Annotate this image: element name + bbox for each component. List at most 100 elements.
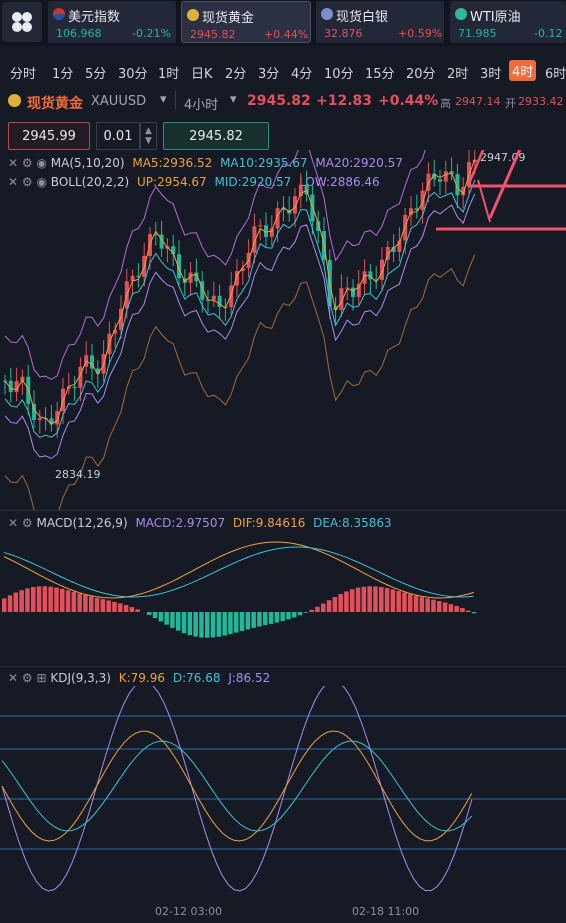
candle-body <box>333 306 338 310</box>
macd-label: MACD(12,26,9) <box>36 516 128 530</box>
tab-interval-6h[interactable]: 6时 <box>545 67 566 82</box>
candle-body <box>403 214 408 241</box>
lots-input[interactable]: 0.01 <box>96 122 140 150</box>
gear-icon[interactable]: ⚙ <box>21 175 33 189</box>
macd-bar <box>65 590 71 612</box>
tab-interval-30m[interactable]: 30分 <box>118 67 148 82</box>
macd-bar <box>19 590 24 612</box>
boll-label: BOLL(20,2,2) <box>50 175 130 189</box>
ma-legend: ✕ ⚙ ◉ MA(5,10,20) MA5:2936.52 MA10:2935.… <box>8 156 403 170</box>
candle-body <box>298 184 303 197</box>
tab-interval-15m[interactable]: 15分 <box>365 67 395 82</box>
ticker-change: +0.44% <box>264 28 309 41</box>
gear-icon[interactable]: ⚙ <box>21 516 33 530</box>
divider <box>0 510 566 511</box>
candle-body <box>8 380 13 393</box>
candlestick-chart[interactable]: 2947.09 2834.19 <box>0 150 566 510</box>
buy-price-button[interactable]: 2945.82 <box>163 122 269 150</box>
tab-interval-1h[interactable]: 1时 <box>158 67 180 82</box>
ticker-change: +0.59% <box>398 27 443 40</box>
close-icon[interactable]: ✕ <box>8 671 19 685</box>
macd-bar <box>367 586 372 612</box>
macd-bar <box>326 600 332 612</box>
period-selector[interactable]: 4小时 <box>184 98 219 113</box>
macd-bar <box>228 612 233 635</box>
lots-stepper[interactable]: ▲ ▼ <box>140 122 157 150</box>
tab-interval-20m[interactable]: 20分 <box>406 67 436 82</box>
candle-body <box>188 272 193 283</box>
macd-bar <box>118 603 123 612</box>
tab-interval-4m[interactable]: 4分 <box>291 67 313 82</box>
chevron-down-icon[interactable]: ▾ <box>160 92 167 107</box>
macd-bar <box>216 612 222 637</box>
macd-bar <box>332 597 338 612</box>
ticker-name: 现货白银 <box>336 10 389 25</box>
tab-interval-5m[interactable]: 5分 <box>85 67 107 82</box>
symbol-name[interactable]: 现货黄金 <box>27 96 83 112</box>
candle-body <box>293 196 297 214</box>
k-line <box>1 730 473 842</box>
macd-chart[interactable] <box>0 530 566 666</box>
symbol-code: XAUUSD <box>91 94 147 109</box>
annot-arrow-3 <box>477 179 491 223</box>
time-axis: 02-12 03:00 02-18 11:00 <box>0 900 566 923</box>
close-icon[interactable]: ✕ <box>8 156 19 170</box>
open-label: 开 <box>505 97 516 110</box>
ticker-usd-index[interactable]: 美元指数 106.968 -0.21% <box>48 1 176 43</box>
candle-body <box>414 208 419 211</box>
macd-bar <box>2 598 7 612</box>
d-value: D:76.68 <box>172 671 221 685</box>
chevron-down-icon[interactable]: ▾ <box>230 92 237 107</box>
tab-interval-4h[interactable]: 4时 <box>509 60 537 81</box>
macd-bar <box>408 594 413 612</box>
tab-interval-3m[interactable]: 3分 <box>258 67 280 82</box>
gear-icon[interactable]: ⚙ <box>21 671 33 685</box>
macd-bar <box>187 612 193 636</box>
macd-bar <box>100 599 106 612</box>
candle-body <box>438 179 442 182</box>
candle-body <box>269 228 274 237</box>
candle-body <box>304 184 309 195</box>
chevron-down-icon[interactable]: ▼ <box>145 136 152 146</box>
tab-interval-10m[interactable]: 10分 <box>324 67 354 82</box>
macd-bar <box>361 586 367 612</box>
symbol-bar: 现货黄金 XAUUSD ▾ 4小时 ▾ 2945.82 +12.83 +0.44… <box>0 88 566 116</box>
ma10-value: MA10:2935.67 <box>220 156 308 170</box>
tab-interval-1m[interactable]: 1分 <box>52 67 74 82</box>
ticker-spot-silver[interactable]: 现货白银 32.876 +0.59% <box>316 1 444 43</box>
chevron-up-icon[interactable]: ▲ <box>145 126 152 136</box>
kdj-legend: ✕ ⚙ ⊞ KDJ(9,3,3) K:79.96 D:76.68 J:86.52 <box>8 671 270 685</box>
candle-body <box>316 221 321 231</box>
ticker-wti-oil[interactable]: WTI原油 71.985 -0.12 <box>450 1 566 43</box>
ticker-change: -0.12 <box>534 27 563 40</box>
tab-interval-day[interactable]: 日K <box>191 67 213 82</box>
macd-bar <box>257 612 262 627</box>
macd-bar <box>7 595 13 612</box>
fullscreen-icon[interactable]: ⊞ <box>36 671 47 685</box>
gear-icon[interactable]: ⚙ <box>21 156 33 170</box>
close-icon[interactable]: ✕ <box>8 175 19 189</box>
annotation-drawing[interactable] <box>436 150 566 231</box>
k-value: K:79.96 <box>118 671 166 685</box>
candle-body <box>275 208 280 229</box>
macd-bar <box>460 608 465 612</box>
eye-icon[interactable]: ◉ <box>36 156 47 170</box>
macd-bar <box>344 591 349 612</box>
kdj-chart[interactable] <box>0 686 566 900</box>
macd-bar <box>448 604 454 612</box>
ticker-bar: 美元指数 106.968 -0.21% 现货黄金 2945.82 +0.44% … <box>0 0 566 46</box>
ticker-spot-gold[interactable]: 现货黄金 2945.82 +0.44% <box>181 1 311 43</box>
tab-interval-timeshare[interactable]: 分时 <box>10 67 37 82</box>
dea-value: DEA:8.35863 <box>313 516 392 530</box>
tab-interval-3h[interactable]: 3时 <box>480 67 502 82</box>
app-menu-button[interactable] <box>2 2 42 42</box>
sell-price-button[interactable]: 2945.99 <box>8 122 90 150</box>
candle-body <box>113 329 118 334</box>
close-icon[interactable]: ✕ <box>8 516 19 530</box>
eye-icon[interactable]: ◉ <box>36 175 47 189</box>
tab-interval-2m[interactable]: 2分 <box>225 67 247 82</box>
macd-bar <box>338 594 343 612</box>
macd-bar <box>384 588 390 612</box>
candle-body <box>95 368 100 374</box>
tab-interval-2h[interactable]: 2时 <box>447 67 469 82</box>
